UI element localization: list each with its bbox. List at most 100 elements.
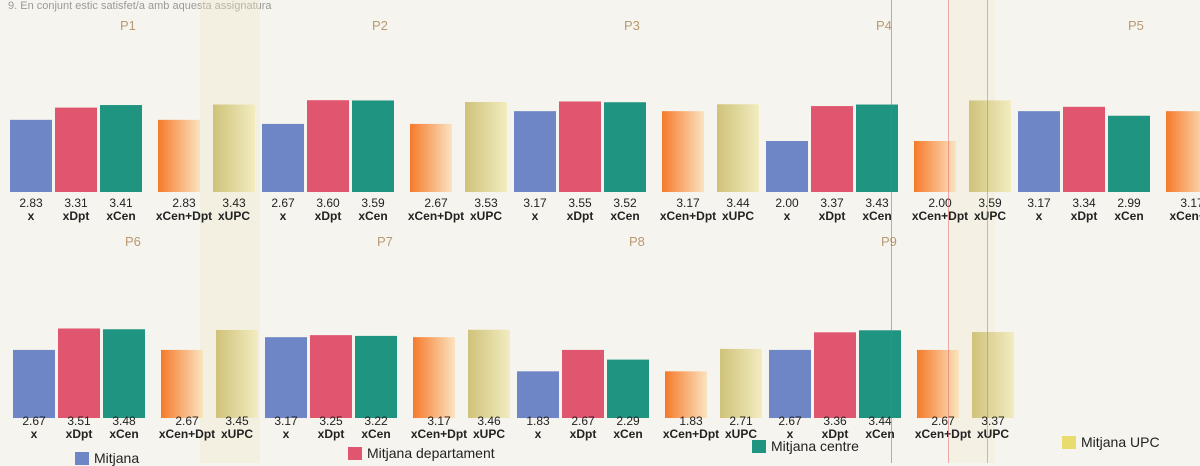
category-label: xCen+Dpt — [408, 209, 464, 223]
value-label: 2.67 — [175, 414, 199, 428]
category-label: xUPC — [221, 427, 253, 441]
category-label: xDpt — [66, 427, 93, 441]
value-label: 3.43 — [865, 196, 889, 210]
value-label: 3.41 — [109, 196, 133, 210]
legend-label: Mitjana UPC — [1081, 434, 1160, 450]
panel-title: P9 — [881, 234, 897, 249]
category-label: xCen+Dpt — [663, 427, 719, 441]
panel-title: P2 — [372, 18, 388, 33]
panel-title: P7 — [377, 234, 393, 249]
bar — [103, 329, 145, 418]
category-label: xCen — [865, 427, 894, 441]
value-label: 1.83 — [679, 414, 703, 428]
category-label: xDpt — [318, 427, 345, 441]
scan-line — [948, 0, 949, 463]
bar — [465, 101, 507, 192]
category-label: x — [283, 427, 290, 441]
bar — [352, 100, 394, 192]
value-label: 3.37 — [820, 196, 844, 210]
category-label: xDpt — [315, 209, 342, 223]
category-label: xCen — [613, 427, 642, 441]
value-label: 2.67 — [778, 414, 802, 428]
value-label: 2.00 — [775, 196, 799, 210]
bar — [13, 349, 55, 418]
category-label: xCen — [1114, 209, 1143, 223]
category-label: xCen+Dpt — [156, 209, 212, 223]
bar — [814, 332, 856, 418]
header-text: 9. En conjunt estic satisfet/a amb aques… — [8, 0, 272, 12]
category-label: xCen+Dpt — [660, 209, 716, 223]
value-label: 3.52 — [613, 196, 637, 210]
value-label: 3.51 — [67, 414, 91, 428]
value-label: 3.17 — [676, 196, 700, 210]
bar — [562, 349, 604, 418]
value-label: 2.99 — [1117, 196, 1141, 210]
chart-panel: P81.83x2.67xDpt2.29xCen1.83xCen+Dpt2.71x… — [517, 234, 762, 441]
chart-panel: P62.67x3.51xDpt3.48xCen2.67xCen+Dpt3.45x… — [13, 234, 258, 441]
legend-label: Mitjana centre — [771, 438, 859, 454]
bar — [720, 348, 762, 418]
category-label: x — [535, 427, 542, 441]
scan-line — [987, 0, 988, 463]
bar — [769, 349, 811, 418]
chart-panel: P33.17x3.55xDpt3.52xCen3.17xCen+Dpt3.44x… — [514, 18, 759, 223]
value-label: 3.17 — [523, 196, 547, 210]
value-label: 2.67 — [424, 196, 448, 210]
panel-title: P6 — [125, 234, 141, 249]
value-label: 3.31 — [64, 196, 88, 210]
bar — [213, 104, 255, 192]
legend-swatch — [1062, 435, 1076, 449]
bar — [468, 329, 510, 418]
category-label: xCen — [109, 427, 138, 441]
chart-panel: P42.00x3.37xDpt3.43xCen2.00xCen+Dpt3.59x… — [766, 18, 1011, 223]
chart-panel: P92.67x3.36xDpt3.44xCen2.67xCen+Dpt3.37x… — [769, 234, 1014, 441]
panel-title: P4 — [876, 18, 892, 33]
legend-swatch — [752, 439, 766, 453]
category-label: xCen — [862, 209, 891, 223]
chart-panel: P12.83x3.31xDpt3.41xCen2.83xCen+Dpt3.43x… — [10, 18, 255, 223]
bar — [161, 349, 203, 418]
bar — [58, 328, 100, 418]
chart-panel: P22.67x3.60xDpt3.59xCen2.67xCen+Dpt3.53x… — [262, 18, 507, 223]
category-label: xDpt — [822, 427, 849, 441]
legend-label: Mitjana — [94, 450, 140, 466]
value-label: 3.60 — [316, 196, 340, 210]
category-label: xCen+Dpt — [159, 427, 215, 441]
bar — [410, 123, 452, 192]
bar — [665, 371, 707, 418]
bar — [517, 371, 559, 418]
legend-item-mitjana: Mitjana — [75, 450, 139, 466]
category-label: xCen+Dpt — [411, 427, 467, 441]
legend-item-centre: Mitjana centre — [752, 438, 859, 454]
bar — [859, 330, 901, 418]
value-label: 3.22 — [364, 414, 388, 428]
category-label: xCen — [610, 209, 639, 223]
value-label: 3.43 — [222, 196, 246, 210]
value-label: 3.53 — [474, 196, 498, 210]
category-label: xUPC — [722, 209, 754, 223]
value-label: 3.55 — [568, 196, 592, 210]
bar — [1166, 111, 1200, 192]
bar — [607, 359, 649, 418]
category-label: xUPC — [218, 209, 250, 223]
legend-item-departament: Mitjana departament — [348, 445, 495, 461]
legend-swatch — [348, 446, 362, 460]
bar — [1108, 115, 1150, 192]
category-label: x — [28, 209, 35, 223]
value-label: 3.48 — [112, 414, 136, 428]
value-label: 3.59 — [361, 196, 385, 210]
category-label: x — [31, 427, 38, 441]
value-label: 2.67 — [931, 414, 955, 428]
category-label: xDpt — [63, 209, 90, 223]
bar — [766, 141, 808, 192]
panel-title: P3 — [624, 18, 640, 33]
bar — [1063, 106, 1105, 192]
value-label: 2.83 — [172, 196, 196, 210]
category-label: xCen — [106, 209, 135, 223]
value-label: 2.00 — [928, 196, 952, 210]
category-label: x — [280, 209, 287, 223]
value-label: 1.83 — [526, 414, 550, 428]
bar — [262, 123, 304, 192]
category-label: x — [787, 427, 794, 441]
